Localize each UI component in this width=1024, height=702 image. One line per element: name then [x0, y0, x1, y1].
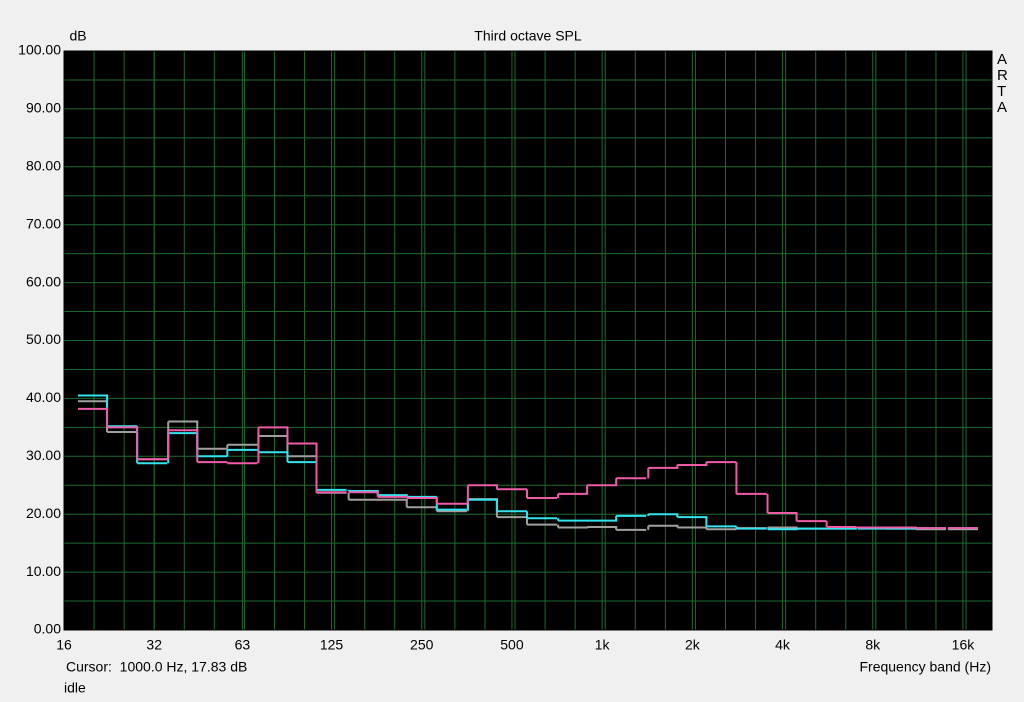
y-tick-label: 80.00	[26, 158, 61, 174]
x-tick-label: 8k	[865, 637, 881, 653]
x-tick-label: 32	[146, 637, 162, 653]
plot-border	[63, 50, 993, 631]
y-tick-label: 70.00	[26, 215, 61, 231]
y-tick-label: 90.00	[26, 100, 61, 116]
y-tick-label: 10.00	[26, 563, 61, 579]
x-tick-label: 16	[56, 637, 72, 653]
y-tick-label: 0.00	[34, 621, 61, 637]
status-text: idle	[64, 680, 86, 696]
x-tick-label: 250	[410, 637, 434, 653]
series-group	[78, 394, 978, 531]
x-tick-label: 63	[235, 637, 251, 653]
x-tick-label: 125	[320, 637, 344, 653]
x-axis-label: Frequency band (Hz)	[859, 659, 991, 675]
x-tick-label: 500	[500, 637, 524, 653]
y-tick-label: 30.00	[26, 447, 61, 463]
x-tick-label: 2k	[685, 637, 701, 653]
x-tick-label: 4k	[775, 637, 791, 653]
y-axis-label: dB	[69, 28, 86, 44]
y-tick-label: 20.00	[26, 505, 61, 521]
y-tick-label: 60.00	[26, 273, 61, 289]
cursor-readout: Cursor: 1000.0 Hz, 17.83 dB	[66, 659, 247, 675]
x-tick-label: 1k	[595, 637, 611, 653]
watermark: ARTA	[997, 51, 1008, 116]
chart-title: Third octave SPL	[474, 28, 582, 44]
grid	[63, 50, 992, 631]
x-tick-label: 16k	[952, 637, 976, 653]
y-tick-label: 40.00	[26, 389, 61, 405]
y-tick-label: 50.00	[26, 331, 61, 347]
y-tick-label: 100.00	[18, 42, 61, 58]
